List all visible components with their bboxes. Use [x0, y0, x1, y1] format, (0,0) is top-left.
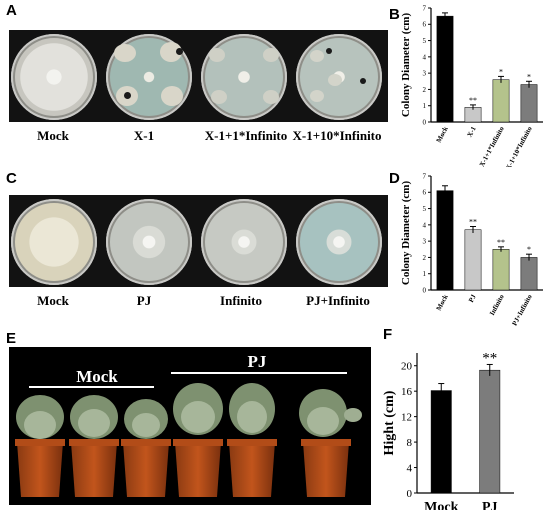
y-tick-label: 4: [423, 221, 427, 229]
significance-mark: **: [497, 238, 505, 247]
y-axis-label: Colony Diameter (cm): [400, 13, 412, 118]
bar: [492, 249, 510, 291]
panel-label-b: B: [389, 6, 400, 23]
y-tick-label: 5: [423, 205, 427, 213]
y-tick-label: 7: [423, 172, 427, 180]
y-tick-label: 7: [423, 4, 427, 12]
bar: [436, 190, 454, 291]
category-label: Infinito: [488, 293, 506, 317]
y-tick-label: 3: [423, 238, 427, 246]
y-tick-label: 1: [423, 270, 427, 278]
bar: [520, 84, 538, 123]
caption-a-x1-10x: X-1+10*Infinito: [292, 128, 382, 143]
plant-photo-drawing: Mock PJ: [15, 352, 362, 497]
category-label: Mock: [424, 500, 458, 510]
y-tick-label: 2: [423, 254, 427, 262]
y-axis-label: Hight (cm): [382, 390, 397, 455]
petri-photo-strip-c: [9, 195, 388, 287]
category-label: X-1+10*Infinito: [504, 125, 534, 167]
plant-photo: Mock PJ: [9, 347, 371, 505]
significance-mark: *: [527, 245, 531, 254]
category-label: PJ: [482, 500, 498, 510]
bar: [492, 79, 510, 123]
bar: [436, 15, 454, 123]
significance-mark: **: [469, 217, 477, 226]
category-label: X-1: [466, 125, 478, 139]
y-tick-label: 2: [423, 86, 427, 94]
category-label: Mock: [435, 293, 450, 312]
caption-a-x1: X-1: [133, 128, 155, 143]
y-tick-label: 3: [423, 70, 427, 78]
panel-label-d: D: [389, 170, 400, 187]
bar: [479, 369, 501, 494]
petri-dish-mock: [11, 34, 97, 120]
y-tick-label: 0: [423, 286, 427, 294]
petri-dish-pj: [106, 199, 192, 285]
y-tick-label: 5: [423, 37, 427, 45]
category-label: Mock: [435, 125, 450, 144]
plant-group-label-pj: PJ: [248, 352, 267, 371]
y-tick-label: 0: [407, 488, 413, 500]
category-label: X-1+1*Infinito: [478, 125, 506, 167]
petri-dish-x1: [106, 34, 192, 120]
significance-mark: *: [527, 72, 531, 81]
significance-mark: *: [499, 67, 503, 76]
plant-group-label-mock: Mock: [76, 367, 118, 386]
y-tick-label: 20: [401, 361, 413, 373]
chart-f: 0 4 8 12 16 20 Hight (cm) Mock ** PJ: [382, 350, 514, 510]
bar: [430, 390, 452, 494]
caption-c-pj-infinito: PJ+Infinito: [306, 293, 370, 308]
petri-dish-pj-infinito: [296, 199, 382, 285]
caption-a-mock: Mock: [37, 128, 69, 143]
y-tick-label: 4: [423, 53, 427, 61]
y-tick-label: 8: [407, 437, 413, 449]
petri-dish-infinito: [201, 199, 287, 285]
chart-d: 0 1 2 3 4 5 6 7 Colony Diameter (cm) Mock ** PJ ** In…: [400, 172, 543, 328]
y-tick-label: 6: [423, 189, 427, 197]
chart-b: 0 1 2 3 4 5 6 7 Colony Diameter (cm) Mock ** X-1 * X-…: [400, 4, 543, 167]
significance-mark: **: [469, 96, 477, 105]
y-tick-label: 4: [407, 462, 413, 474]
y-axis-label: Colony Diameter (cm): [400, 181, 412, 286]
petri-photo-strip-a: [9, 30, 388, 122]
significance-mark: **: [482, 350, 497, 366]
caption-c-mock: Mock: [37, 293, 69, 308]
y-tick-label: 6: [423, 21, 427, 29]
petri-dish-mock-c: [11, 199, 97, 285]
petri-dish-x1-1x-infinito: [201, 34, 287, 120]
y-tick-label: 1: [423, 102, 427, 110]
bar: [520, 257, 538, 291]
bar: [464, 229, 482, 291]
panel-label-c: C: [6, 170, 17, 187]
category-label: PJ+Infinito: [511, 293, 534, 328]
panel-label-f: F: [383, 326, 393, 343]
category-label: PJ: [467, 293, 478, 304]
y-tick-label: 0: [423, 118, 427, 126]
caption-c-infinito: Infinito: [220, 293, 262, 308]
panel-label-e: E: [6, 330, 17, 347]
petri-dish-x1-10x-infinito: [296, 34, 382, 120]
y-tick-label: 16: [401, 386, 413, 398]
plant-pots: [15, 383, 362, 497]
y-tick-label: 12: [401, 411, 412, 423]
panel-label-a: A: [6, 2, 17, 19]
caption-a-x1-1x: X-1+1*Infinito: [204, 128, 288, 143]
caption-c-pj: PJ: [136, 293, 152, 308]
